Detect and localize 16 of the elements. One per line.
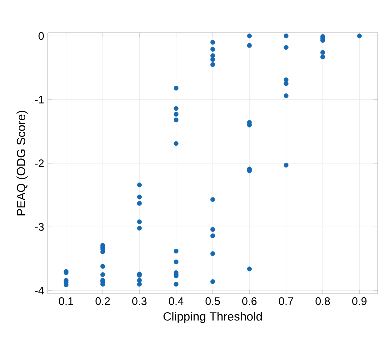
- x-tick-label: 0.8: [316, 298, 330, 306]
- x-tick-label: 0.6: [242, 298, 257, 306]
- x-tick-label: 0.1: [59, 298, 74, 306]
- y-tick-label: -1: [35, 96, 44, 104]
- y-tick-label: -3: [35, 223, 44, 232]
- x-axis-title: Clipping Threshold: [164, 312, 262, 324]
- x-tick-label: 0.9: [352, 298, 367, 306]
- y-tick-label: -2: [35, 160, 44, 168]
- x-tick-label: 0.2: [96, 298, 110, 306]
- x-tick-label: 0.3: [132, 298, 147, 306]
- y-tick-label: 0: [38, 32, 44, 40]
- x-tick-label: 0.5: [206, 298, 220, 306]
- x-tick-label: 0.4: [169, 298, 184, 306]
- y-tick-label: -4: [35, 287, 44, 295]
- x-tick-label: 0.7: [279, 298, 294, 306]
- y-axis-title: PEAQ (ODG Score): [16, 111, 28, 216]
